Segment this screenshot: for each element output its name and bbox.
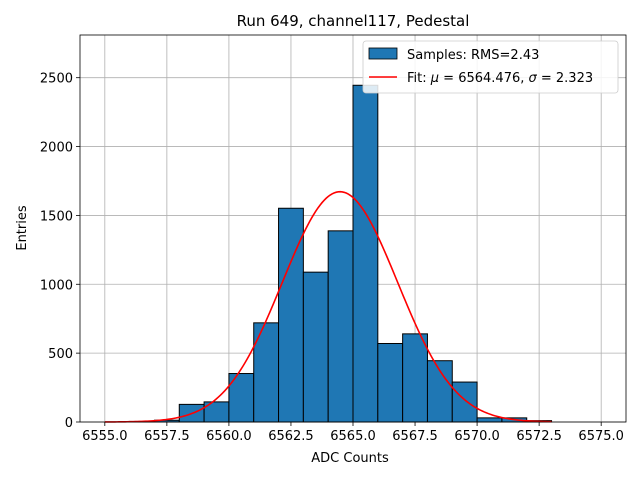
legend-box (362, 40, 619, 94)
x-tick-label: 6557.5 (144, 429, 190, 444)
chart-title: Run 649, channel117, Pedestal (237, 12, 470, 30)
fit-curve (104, 190, 552, 423)
x-tick-label: 6575.0 (578, 429, 624, 444)
histogram-bar (451, 381, 478, 423)
histogram-bar (352, 84, 379, 423)
histogram-bar (476, 417, 503, 423)
y-tick-label: 0 (65, 416, 73, 431)
x-axis-ticks: 6555.0 6557.5 6560.0 6562.5 6565.0 6567.5 6570… (82, 422, 624, 444)
histogram-bar (377, 342, 404, 423)
y-tick-label: 1500 (40, 209, 73, 224)
histogram-bar (402, 333, 428, 423)
x-tick-label: 6570.0 (454, 429, 500, 444)
x-tick-label: 6555.0 (82, 429, 128, 444)
histogram-bar (302, 271, 329, 423)
y-tick-label: 1000 (40, 278, 73, 293)
legend-samples-label: Samples: RMS=2.43 (407, 48, 539, 63)
y-tick-label: 500 (48, 347, 73, 362)
x-axis-label: ADC Counts (311, 451, 389, 466)
legend-fit-prefix: Fit: (407, 71, 431, 86)
histogram-bar (327, 230, 354, 423)
x-tick-label: 6567.5 (392, 429, 438, 444)
legend: Samples: RMS=2.43 Fit: μ = 6564.476, σ =… (362, 40, 619, 94)
y-tick-label: 2500 (40, 72, 73, 87)
x-tick-label: 6565.0 (330, 429, 376, 444)
x-tick-label: 6562.5 (268, 429, 314, 444)
legend-mu-value: = 6564.476, (439, 71, 528, 86)
legend-mu-symbol: μ (430, 71, 439, 86)
legend-fit-label: Fit: μ = 6564.476, σ = 2.323 (407, 71, 593, 86)
y-axis-label: Entries (15, 205, 30, 251)
x-tick-label: 6572.5 (516, 429, 562, 444)
legend-sigma-value: = 2.323 (537, 71, 593, 86)
legend-sigma-symbol: σ (529, 71, 538, 86)
y-axis-ticks: 0 500 1000 1500 2000 2500 (40, 72, 80, 431)
x-tick-label: 6560.0 (206, 429, 252, 444)
y-tick-label: 2000 (40, 141, 73, 156)
legend-samples-swatch (368, 47, 398, 60)
